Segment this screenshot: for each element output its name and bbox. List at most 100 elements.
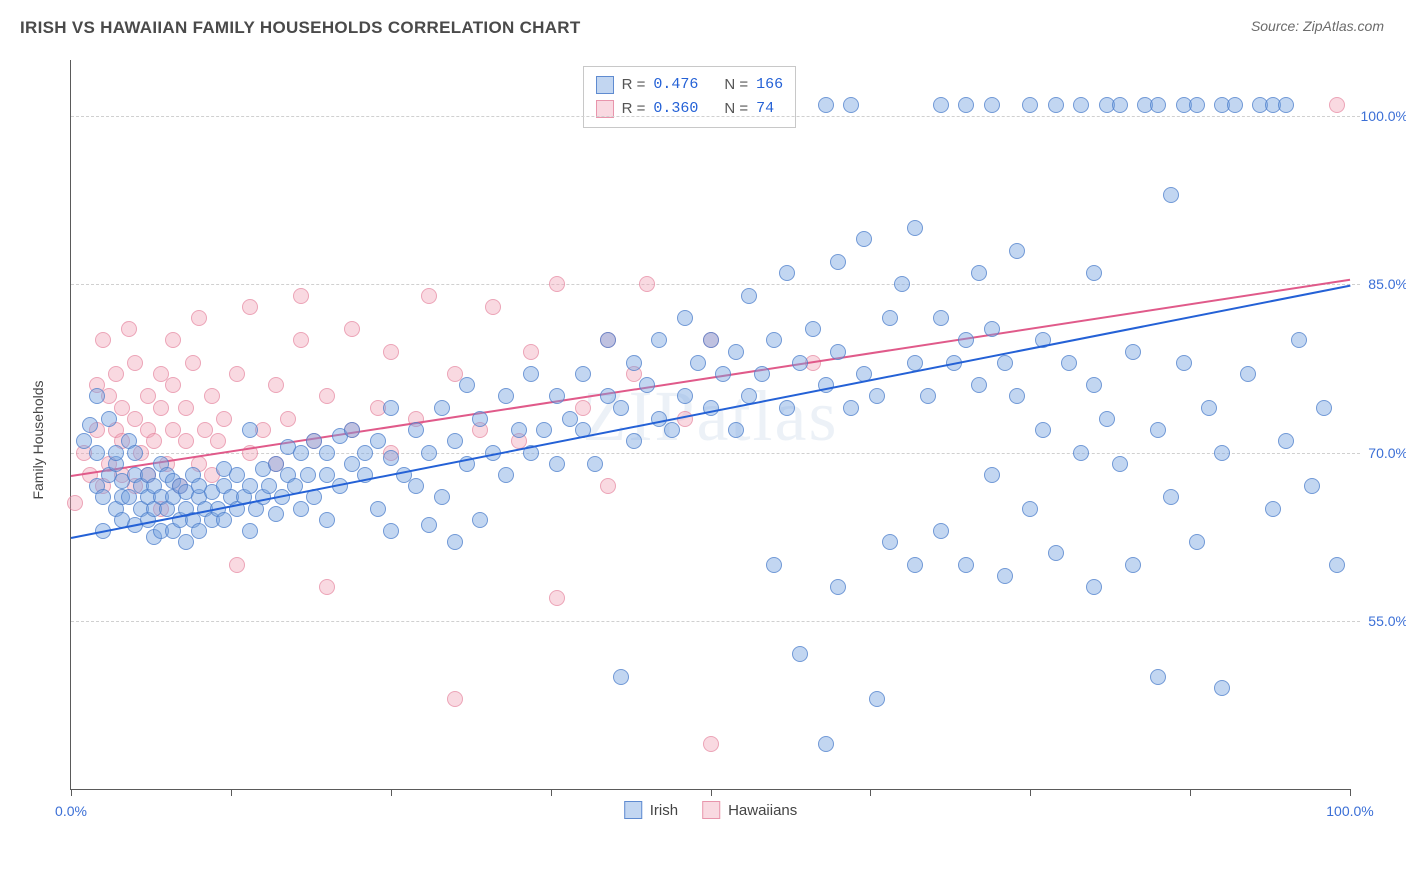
x-tick-label: 0.0% [55, 803, 87, 819]
data-point [485, 299, 501, 315]
data-point [447, 534, 463, 550]
data-point [146, 433, 162, 449]
data-point [958, 97, 974, 113]
legend-bottom: Irish Hawaiians [624, 801, 798, 819]
data-point [523, 366, 539, 382]
n-value-irish: 166 [756, 73, 783, 97]
data-point [984, 97, 1000, 113]
x-tick [711, 789, 712, 796]
data-point [997, 355, 1013, 371]
data-point [121, 321, 137, 337]
data-point [792, 646, 808, 662]
data-point [703, 332, 719, 348]
data-point [600, 332, 616, 348]
data-point [766, 332, 782, 348]
data-point [108, 445, 124, 461]
data-point [677, 310, 693, 326]
data-point [280, 411, 296, 427]
data-point [882, 310, 898, 326]
data-point [229, 366, 245, 382]
data-point [1214, 680, 1230, 696]
y-tick-label: 70.0% [1368, 445, 1406, 461]
data-point [997, 568, 1013, 584]
watermark: ZIPatlas [583, 375, 839, 458]
swatch-irish-icon [596, 76, 614, 94]
stats-row-irish: R = 0.476 N = 166 [596, 73, 784, 97]
data-point [1214, 445, 1230, 461]
data-point [1240, 366, 1256, 382]
data-point [300, 467, 316, 483]
data-point [447, 691, 463, 707]
data-point [127, 355, 143, 371]
data-point [869, 388, 885, 404]
data-point [677, 388, 693, 404]
data-point [600, 478, 616, 494]
data-point [344, 422, 360, 438]
data-point [690, 355, 706, 371]
data-point [1227, 97, 1243, 113]
gridline [71, 284, 1360, 285]
data-point [536, 422, 552, 438]
y-axis-title: Family Households [30, 380, 46, 499]
data-point [319, 445, 335, 461]
legend-label-hawaiians: Hawaiians [728, 802, 797, 819]
x-tick [1190, 789, 1191, 796]
data-point [549, 276, 565, 292]
data-point [664, 422, 680, 438]
data-point [319, 388, 335, 404]
data-point [575, 366, 591, 382]
data-point [549, 388, 565, 404]
data-point [1163, 187, 1179, 203]
data-point [639, 377, 655, 393]
data-point [830, 344, 846, 360]
data-point [1099, 411, 1115, 427]
data-point [383, 450, 399, 466]
data-point [779, 400, 795, 416]
data-point [1176, 355, 1192, 371]
data-point [1061, 355, 1077, 371]
data-point [370, 501, 386, 517]
data-point [549, 456, 565, 472]
data-point [651, 332, 667, 348]
data-point [498, 388, 514, 404]
data-point [178, 400, 194, 416]
data-point [165, 377, 181, 393]
data-point [1125, 344, 1141, 360]
r-label: R = [622, 73, 646, 97]
legend-item-irish: Irish [624, 801, 678, 819]
data-point [1086, 265, 1102, 281]
data-point [728, 344, 744, 360]
data-point [715, 366, 731, 382]
data-point [421, 288, 437, 304]
data-point [1035, 422, 1051, 438]
data-point [498, 467, 514, 483]
data-point [779, 265, 795, 281]
data-point [971, 377, 987, 393]
data-point [818, 736, 834, 752]
data-point [89, 445, 105, 461]
data-point [933, 97, 949, 113]
data-point [523, 344, 539, 360]
data-point [984, 321, 1000, 337]
data-point [869, 691, 885, 707]
n-value-hawaiians: 74 [756, 97, 774, 121]
data-point [165, 332, 181, 348]
data-point [1163, 489, 1179, 505]
data-point [434, 400, 450, 416]
data-point [370, 433, 386, 449]
gridline [71, 116, 1360, 117]
stats-row-hawaiians: R = 0.360 N = 74 [596, 97, 784, 121]
data-point [153, 400, 169, 416]
data-point [830, 254, 846, 270]
data-point [1329, 557, 1345, 573]
data-point [459, 377, 475, 393]
swatch-irish-icon [624, 801, 642, 819]
data-point [894, 276, 910, 292]
data-point [178, 433, 194, 449]
data-point [421, 517, 437, 533]
r-value-irish: 0.476 [653, 73, 698, 97]
data-point [210, 433, 226, 449]
gridline [71, 453, 1360, 454]
data-point [293, 288, 309, 304]
data-point [613, 669, 629, 685]
